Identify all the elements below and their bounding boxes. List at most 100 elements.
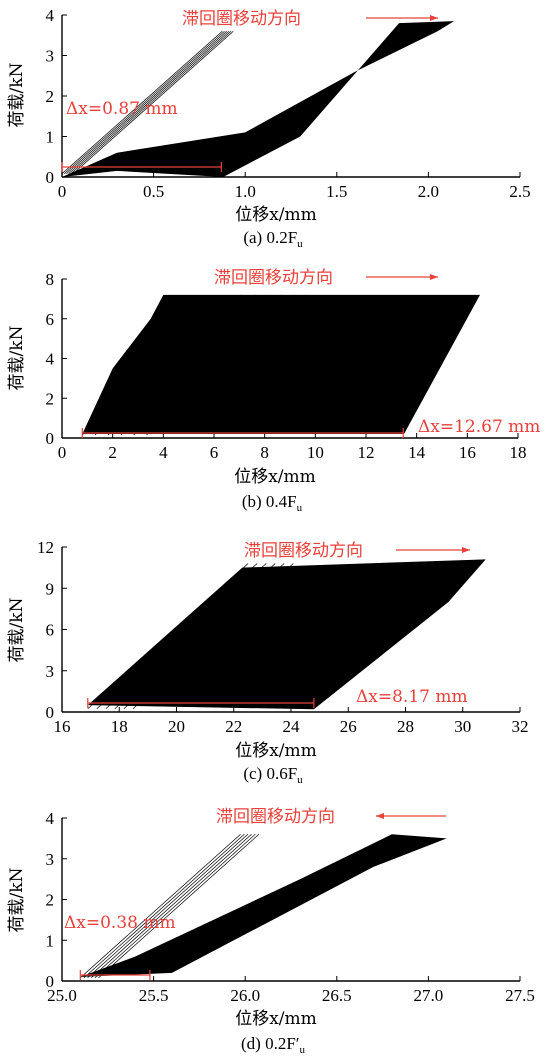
arrow-head-icon	[430, 15, 438, 21]
hysteresis-loop	[132, 563, 294, 709]
x-axis-label: 位移x/mm	[235, 1009, 317, 1029]
hysteresis-loop	[87, 834, 249, 978]
y-tick-label: 8	[46, 270, 55, 289]
x-tick-label: 25.5	[139, 986, 169, 1005]
panel-caption: (c) 0.6Fu	[243, 764, 303, 786]
hysteresis-loop	[94, 834, 256, 978]
y-tick-label: 3	[46, 850, 55, 869]
x-tick-label: 18	[111, 717, 128, 736]
hysteresis-loop	[72, 30, 234, 175]
x-axis-label: 位移x/mm	[235, 741, 317, 761]
hysteresis-region	[82, 294, 481, 434]
x-tick-label: 27.5	[505, 986, 535, 1005]
y-tick-label: 9	[46, 579, 55, 598]
y-tick-label: 0	[46, 972, 55, 991]
x-tick-label: 6	[210, 443, 219, 462]
y-axis-label: 荷载/kN	[7, 325, 27, 390]
x-tick-label: 16	[459, 443, 476, 462]
x-tick-label: 28	[397, 717, 414, 736]
y-tick-label: 6	[46, 310, 55, 329]
hysteresis-loop	[114, 563, 276, 709]
delta-x-label: Δx=0.87 mm	[66, 99, 178, 119]
x-tick-label: 25.0	[47, 986, 77, 1005]
chart-panel-d: 25.0 25.5 26.0 26.5 27.0 27.5 0 1 2 3 4 荷载/kN 位移x/mm…	[7, 807, 535, 1056]
x-tick-label: 30	[454, 717, 471, 736]
hysteresis-loop	[63, 30, 225, 175]
x-axis-label: 位移x/mm	[235, 205, 317, 225]
chart-panel-b: 0 2 4 6 8 10 12 14 16 18 0 2 4 6 8 荷载/kN 位移x/mm (b) 0.4Fu…	[7, 268, 540, 514]
y-axis-label: 荷载/kN	[7, 62, 27, 127]
y-tick-label: 1	[46, 931, 55, 950]
panel-caption: (d) 0.2F′u	[241, 1034, 306, 1056]
hysteresis-loop	[91, 834, 252, 978]
caption-subscript: u	[300, 1044, 306, 1056]
delta-x-label: Δx=0.38 mm	[64, 913, 176, 933]
x-tick-label: 26.0	[230, 986, 260, 1005]
hysteresis-loop	[133, 294, 294, 436]
y-tick-label: 0	[46, 703, 55, 722]
x-tick-label: 2	[108, 443, 117, 462]
x-tick-label: 12	[358, 443, 375, 462]
hysteresis-loop	[82, 294, 243, 436]
x-axis-label: 位移x/mm	[234, 467, 316, 487]
direction-annotation: 滞回圈移动方向	[216, 807, 335, 827]
hysteresis-region	[87, 559, 486, 710]
x-tick-label: 2.5	[509, 182, 530, 201]
chart-panel-c: 16 18 20 22 24 26 28 30 32 0 3 6 9 12 荷载/kN 位移x/mm (c) 0…	[7, 538, 529, 786]
arrow-head-icon	[430, 274, 438, 280]
hysteresis-loop	[146, 294, 307, 436]
delta-x-label: Δx=8.17 mm	[356, 687, 468, 707]
y-tick-label: 2	[46, 891, 55, 910]
hysteresis-region	[80, 834, 447, 977]
hysteresis-loop	[105, 563, 267, 709]
x-tick-label: 14	[408, 443, 426, 462]
hysteresis-loop	[83, 834, 245, 978]
caption-subscript: u	[297, 502, 303, 514]
hysteresis-region	[62, 21, 454, 177]
y-tick-label: 2	[46, 87, 55, 106]
hysteresis-loop	[107, 294, 268, 436]
hysteresis-loop	[66, 30, 227, 175]
hysteresis-loop	[96, 563, 258, 709]
y-tick-label: 3	[46, 662, 55, 681]
x-tick-label: 22	[225, 717, 242, 736]
y-tick-label: 0	[46, 168, 55, 187]
x-tick-label: 0.5	[143, 182, 164, 201]
x-tick-label: 8	[260, 443, 269, 462]
y-tick-label: 4	[46, 809, 55, 828]
x-tick-label: 27.0	[414, 986, 444, 1005]
hysteresis-loop	[70, 30, 232, 175]
x-tick-label: 20	[168, 717, 185, 736]
arrow-head-icon	[376, 813, 384, 819]
direction-annotation: 滞回圈移动方向	[182, 9, 301, 29]
y-tick-label: 4	[46, 350, 55, 369]
x-tick-label: 0	[58, 182, 67, 201]
panel-caption: (b) 0.4Fu	[242, 492, 303, 514]
x-tick-label: 10	[307, 443, 324, 462]
x-tick-label: 16	[54, 717, 71, 736]
delta-x-label: Δx=12.67 mm	[418, 417, 540, 437]
x-tick-label: 32	[512, 717, 529, 736]
direction-annotation: 滞回圈移动方向	[214, 268, 333, 288]
panel-caption: (a) 0.2Fu	[243, 228, 303, 250]
x-tick-label: 1.0	[235, 182, 256, 201]
hysteresis-loop	[123, 563, 285, 709]
x-tick-label: 26.5	[322, 986, 352, 1005]
y-tick-label: 12	[37, 538, 54, 557]
caption-subscript: u	[297, 774, 303, 786]
hysteresis-loop	[98, 834, 260, 978]
x-tick-label: 2.0	[418, 182, 439, 201]
y-tick-label: 4	[46, 6, 55, 25]
hysteresis-loop	[68, 30, 230, 175]
x-tick-label: 0	[58, 443, 67, 462]
arrow-head-icon	[462, 547, 470, 553]
hysteresis-loop	[61, 30, 223, 175]
x-tick-label: 24	[283, 717, 301, 736]
hysteresis-loop	[120, 294, 281, 436]
x-tick-label: 18	[510, 443, 527, 462]
y-axis-label: 荷载/kN	[7, 867, 27, 932]
y-axis-label: 荷载/kN	[7, 597, 27, 662]
x-tick-label: 26	[340, 717, 357, 736]
chart-panel-a: 0 0.5 1.0 1.5 2.0 2.5 0 1 2 3 4 荷载/kN 位移x/mm (a) 0.2F…	[7, 6, 531, 250]
